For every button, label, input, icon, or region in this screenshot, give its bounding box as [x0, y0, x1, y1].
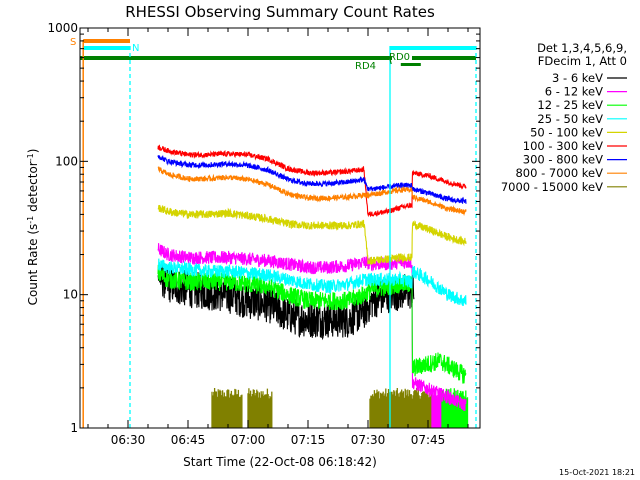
- flag-annotation: S: [70, 37, 76, 48]
- series-line: [157, 144, 467, 218]
- axes: 1 10 100 1000 06:30 06:45 07:00 07:15 07:30 07:45: [47, 21, 481, 447]
- series-line: [157, 204, 467, 266]
- flag-annotation: N: [132, 43, 139, 54]
- legend-label: 12 - 25 keV: [537, 98, 603, 112]
- plot-frame: [79, 27, 481, 429]
- decim-flag-bar: [80, 56, 392, 60]
- x-axis-label: Start Time (22-Oct-08 06:18:42): [183, 455, 377, 469]
- series-line: [157, 243, 467, 412]
- flag-annotation: RD4: [355, 61, 376, 72]
- burst-bars: [211, 388, 243, 428]
- y-axis-label-sup: -1: [26, 216, 35, 224]
- y-axis-label-part: ): [26, 149, 40, 154]
- chart-title: RHESSI Observing Summary Count Rates: [125, 3, 435, 21]
- burst-bars: [247, 388, 273, 428]
- burst-bars: [369, 388, 409, 428]
- legend: Det 1,3,4,5,6,9,FDecim 1, Att 0 3 - 6 keV…: [501, 41, 627, 194]
- x-tick-label: 07:00: [231, 433, 266, 447]
- legend-label: 3 - 6 keV: [552, 71, 603, 85]
- legend-label: 100 - 300 keV: [523, 139, 603, 153]
- y-axis-label-part: Count Rate (s: [26, 224, 40, 306]
- y-axis-label: Count Rate (s-1 detector-1): [26, 149, 41, 306]
- plot-area: S N RD0 RD4: [70, 37, 477, 428]
- series-line: [157, 264, 467, 384]
- rd4-flag-bar: [400, 63, 421, 66]
- burst-bars: [405, 388, 433, 428]
- legend-label: 300 - 800 keV: [523, 153, 603, 167]
- legend-header: FDecim 1, Att 0: [538, 54, 627, 68]
- x-tick-label: 07:45: [411, 433, 446, 447]
- series-line: [157, 154, 467, 204]
- generation-date: 15-Oct-2021 18:21: [559, 468, 635, 477]
- legend-label: 25 - 50 keV: [537, 112, 603, 126]
- rd0-marker-line: [388, 55, 392, 65]
- decim-flag-bar: [412, 56, 476, 60]
- series-line: [157, 166, 467, 216]
- series-line: [157, 258, 467, 307]
- x-tick-label: 06:30: [111, 433, 146, 447]
- y-tick-label: 100: [55, 154, 78, 168]
- night-flag-bar: [390, 46, 476, 50]
- legend-label: 800 - 7000 keV: [515, 166, 603, 180]
- x-tick-label: 06:45: [171, 433, 206, 447]
- legend-label: 7000 - 15000 keV: [501, 180, 603, 194]
- legend-label: 6 - 12 keV: [545, 85, 603, 99]
- flag-annotation: RD0: [389, 52, 410, 63]
- saa-flag-bar: [83, 39, 130, 43]
- y-axis-label-part: detector: [26, 161, 40, 216]
- legend-label: 50 - 100 keV: [530, 125, 603, 139]
- night-flag-bar: [83, 46, 130, 50]
- y-tick-label: 1000: [47, 21, 78, 35]
- x-tick-label: 07:15: [291, 433, 326, 447]
- x-tick-label: 07:30: [351, 433, 386, 447]
- y-axis-label-sup: -1: [26, 153, 35, 161]
- y-tick-label: 10: [63, 288, 78, 302]
- legend-header: Det 1,3,4,5,6,9,: [537, 41, 627, 55]
- y-tick-label: 1: [70, 421, 78, 435]
